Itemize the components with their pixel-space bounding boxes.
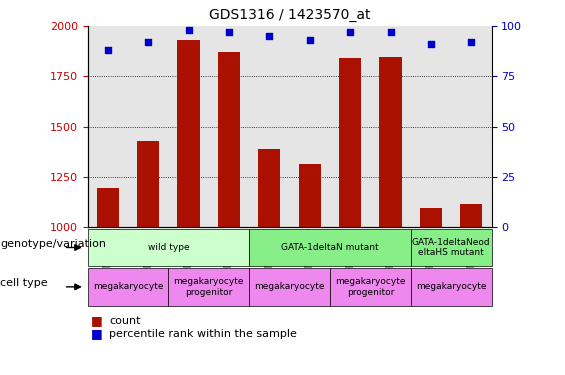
Point: [224, 29, 233, 35]
Text: megakaryocyte: megakaryocyte: [416, 282, 486, 291]
Bar: [177, 40, 199, 227]
Text: megakaryocyte: megakaryocyte: [93, 282, 163, 291]
Point: [144, 39, 153, 45]
Point: [265, 33, 274, 39]
Text: GATA-1deltaNeod
eltaHS mutant: GATA-1deltaNeod eltaHS mutant: [412, 238, 490, 257]
Bar: [290, 26, 330, 227]
Point: [305, 37, 314, 43]
Bar: [88, 268, 168, 306]
Bar: [88, 229, 249, 266]
Point: [184, 27, 193, 33]
Text: ■: ■: [90, 314, 102, 327]
Text: megakaryocyte
progenitor: megakaryocyte progenitor: [335, 277, 406, 297]
Bar: [330, 268, 411, 306]
Point: [103, 47, 112, 53]
Bar: [258, 148, 280, 227]
Bar: [209, 26, 249, 227]
Bar: [97, 188, 119, 227]
Bar: [460, 204, 483, 227]
Text: cell type: cell type: [0, 278, 47, 288]
Bar: [168, 26, 209, 227]
Bar: [249, 229, 411, 266]
Bar: [380, 57, 402, 227]
Bar: [411, 268, 492, 306]
Bar: [411, 229, 492, 266]
Bar: [299, 164, 321, 227]
Bar: [249, 26, 289, 227]
Bar: [88, 26, 128, 227]
Bar: [218, 53, 240, 227]
Bar: [420, 208, 442, 227]
Bar: [137, 141, 159, 227]
Text: ■: ■: [90, 327, 102, 340]
Point: [427, 41, 436, 47]
Bar: [451, 26, 492, 227]
Text: wild type: wild type: [147, 243, 189, 252]
Bar: [371, 26, 411, 227]
Bar: [339, 58, 361, 227]
Point: [346, 29, 355, 35]
Bar: [330, 26, 371, 227]
Point: [386, 29, 395, 35]
Bar: [168, 268, 249, 306]
Text: megakaryocyte
progenitor: megakaryocyte progenitor: [173, 277, 244, 297]
Text: megakaryocyte: megakaryocyte: [254, 282, 325, 291]
Text: genotype/variation: genotype/variation: [0, 239, 106, 249]
Text: count: count: [109, 316, 141, 326]
Bar: [411, 26, 451, 227]
Bar: [128, 26, 168, 227]
Title: GDS1316 / 1423570_at: GDS1316 / 1423570_at: [209, 9, 370, 22]
Point: [467, 39, 476, 45]
Text: GATA-1deltaN mutant: GATA-1deltaN mutant: [281, 243, 379, 252]
Text: percentile rank within the sample: percentile rank within the sample: [109, 329, 297, 339]
Bar: [249, 268, 330, 306]
